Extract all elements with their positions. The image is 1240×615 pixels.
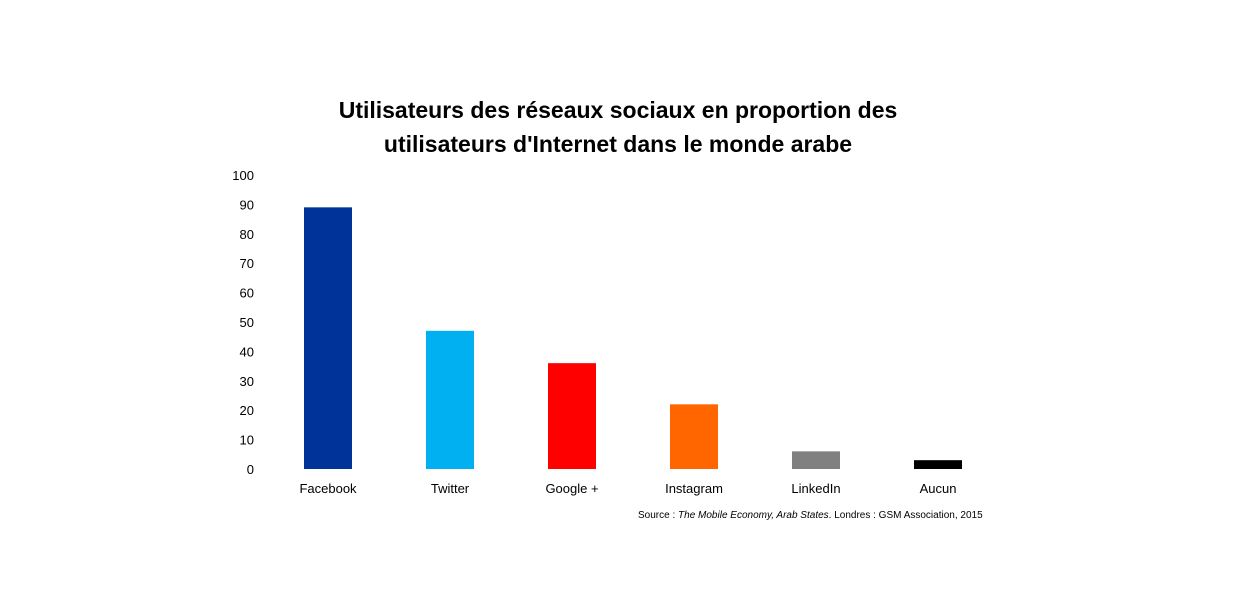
y-tick-label: 10 <box>240 433 254 448</box>
source-title: The Mobile Economy, Arab States <box>678 510 829 521</box>
bar-facebook <box>304 207 352 469</box>
x-axis-labels: Facebook Twitter Google + Instagram LinkedIn… <box>299 481 956 496</box>
y-tick-label: 40 <box>240 344 254 359</box>
bar-linkedin <box>792 451 840 469</box>
y-tick-label: 20 <box>240 403 254 418</box>
source-note: Source : The Mobile Economy, Arab States… <box>638 510 983 521</box>
bars <box>304 207 962 469</box>
chart-title-line: utilisateurs d'Internet dans le monde ar… <box>384 131 852 157</box>
y-axis-ticks: 0 10 20 30 40 50 60 70 80 90 100 <box>232 168 254 477</box>
x-category-label: Instagram <box>665 481 723 496</box>
x-category-label: Twitter <box>431 481 470 496</box>
bar-google <box>548 363 596 469</box>
y-tick-label: 70 <box>240 256 254 271</box>
source-prefix: Source : <box>638 510 679 521</box>
y-tick-label: 80 <box>240 227 254 242</box>
x-category-label: Google + <box>545 481 598 496</box>
chart-title: Utilisateurs des réseaux sociaux en prop… <box>339 97 898 157</box>
y-tick-label: 60 <box>240 286 254 301</box>
y-tick-label: 30 <box>240 374 254 389</box>
y-tick-label: 90 <box>240 197 254 212</box>
y-tick-label: 100 <box>232 168 254 183</box>
source-suffix: . Londres : GSM Association, 2015 <box>828 510 983 521</box>
bar-aucun <box>914 460 962 469</box>
y-tick-label: 0 <box>247 462 254 477</box>
x-category-label: Facebook <box>299 481 357 496</box>
bar-instagram <box>670 404 718 469</box>
x-category-label: LinkedIn <box>791 481 840 496</box>
x-category-label: Aucun <box>920 481 957 496</box>
chart-title-line: Utilisateurs des réseaux sociaux en prop… <box>339 97 898 123</box>
bar-twitter <box>426 330 474 469</box>
y-tick-label: 50 <box>240 315 254 330</box>
